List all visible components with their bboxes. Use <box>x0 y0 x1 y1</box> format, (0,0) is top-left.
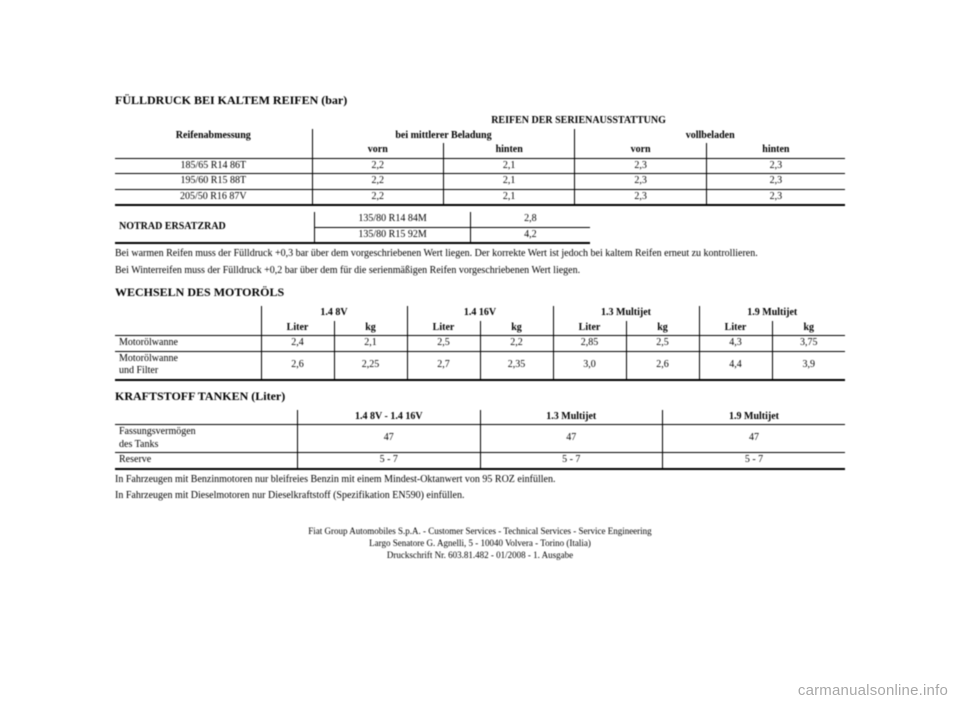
cell: 3,9 <box>772 351 845 380</box>
cell: 2,3 <box>575 174 706 190</box>
cell: 2,6 <box>626 351 699 380</box>
spare-tire-table: NOTRAD ERSATZRAD 135/80 R14 84M 2,8 135/… <box>115 212 590 244</box>
row-label: Fassungsvermögen des Tanks <box>115 425 298 453</box>
cell: 5 - 7 <box>663 453 846 469</box>
cell: 2,2 <box>312 158 443 174</box>
engine-head: 1.4 8V <box>261 306 407 321</box>
col-mid: bei mittlerer Beladung <box>312 129 575 144</box>
cell: 2,85 <box>553 336 626 352</box>
row-label: Motorölwanne <box>115 336 261 352</box>
unit-head: Liter <box>261 321 334 336</box>
footer-line: Largo Senatore G. Agnelli, 5 - 10040 Vol… <box>115 537 845 549</box>
cell: 2,1 <box>443 189 574 205</box>
cell: 5 - 7 <box>480 453 663 469</box>
table-row: 185/65 R14 86T 2,2 2,1 2,3 2,3 <box>115 158 845 174</box>
cell: 2,1 <box>334 336 407 352</box>
cell: 2,2 <box>312 174 443 190</box>
cell: 3,0 <box>553 351 626 380</box>
cell: 195/60 R15 88T <box>115 174 312 190</box>
cell: 4,3 <box>699 336 772 352</box>
col-full: vollbeladen <box>575 129 845 144</box>
unit-head: Liter <box>407 321 480 336</box>
cell: 2,7 <box>407 351 480 380</box>
cell: 4,2 <box>471 227 590 243</box>
section2-title: WECHSELN DES MOTORÖLS <box>115 285 845 300</box>
table-row: Fassungsvermögen des Tanks 47 47 47 <box>115 425 845 453</box>
cell: 135/80 R14 84M <box>314 212 471 227</box>
row-label: Reserve <box>115 453 298 469</box>
unit-head: Liter <box>699 321 772 336</box>
engine-head: 1.9 Multijet <box>699 306 845 321</box>
unit-head: kg <box>772 321 845 336</box>
engine-head: 1.3 Multijet <box>480 410 663 425</box>
section1-title: FÜLLDRUCK BEI KALTEM REIFEN (bar) <box>115 93 845 108</box>
cell: 4,4 <box>699 351 772 380</box>
fuel-table: 1.4 8V - 1.4 16V 1.3 Multijet 1.9 Multij… <box>115 410 845 470</box>
cell: 2,3 <box>706 158 845 174</box>
table-row: 195/60 R15 88T 2,2 2,1 2,3 2,3 <box>115 174 845 190</box>
unit-head: Liter <box>553 321 626 336</box>
note-text: Bei Winterreifen muss der Fülldruck +0,2… <box>115 265 845 278</box>
watermark: carmanualsonline.info <box>798 682 948 699</box>
table-row: Motorölwanne 2,4 2,1 2,5 2,2 2,85 2,5 4,… <box>115 336 845 352</box>
note-text: Bei warmen Reifen muss der Fülldruck +0,… <box>115 248 845 261</box>
footer: Fiat Group Automobiles S.p.A. - Customer… <box>115 525 845 561</box>
note-text: In Fahrzeugen mit Dieselmotoren nur Dies… <box>115 490 845 503</box>
engine-head: 1.3 Multijet <box>553 306 699 321</box>
table-row: Reserve 5 - 7 5 - 7 5 - 7 <box>115 453 845 469</box>
unit-head: kg <box>480 321 553 336</box>
cell: 135/80 R15 92M <box>314 227 471 243</box>
unit-head: kg <box>626 321 699 336</box>
sub-rear-2: hinten <box>706 143 845 158</box>
engine-head: 1.4 8V - 1.4 16V <box>298 410 481 425</box>
table-row: NOTRAD ERSATZRAD 135/80 R14 84M 2,8 <box>115 212 590 227</box>
cell: 3,75 <box>772 336 845 352</box>
cell: 47 <box>480 425 663 453</box>
cell: 2,5 <box>407 336 480 352</box>
cell: 47 <box>298 425 481 453</box>
cell: 2,4 <box>261 336 334 352</box>
spare-label: NOTRAD ERSATZRAD <box>115 212 314 243</box>
row-label: Motorölwanne und Filter <box>115 351 261 380</box>
section3-title: KRAFTSTOFF TANKEN (Liter) <box>115 389 845 404</box>
cell: 2,3 <box>706 174 845 190</box>
cell: 2,8 <box>471 212 590 227</box>
footer-line: Druckschrift Nr. 603.81.482 - 01/2008 - … <box>115 549 845 561</box>
note-text: In Fahrzeugen mit Benzinmotoren nur blei… <box>115 474 845 487</box>
footer-line: Fiat Group Automobiles S.p.A. - Customer… <box>115 525 845 537</box>
cell: 2,6 <box>261 351 334 380</box>
cell: 2,3 <box>575 189 706 205</box>
unit-head: kg <box>334 321 407 336</box>
col-dim: Reifenabmessung <box>115 129 312 144</box>
cell: 2,3 <box>575 158 706 174</box>
cell: 2,2 <box>480 336 553 352</box>
cell: 205/50 R16 87V <box>115 189 312 205</box>
cell: 2,3 <box>706 189 845 205</box>
tire-pressure-table: REIFEN DER SERIENAUSSTATTUNG Reifenabmes… <box>115 114 845 206</box>
superheader: REIFEN DER SERIENAUSSTATTUNG <box>312 114 845 129</box>
cell: 5 - 7 <box>298 453 481 469</box>
sub-front-1: vorn <box>312 143 443 158</box>
sub-front-2: vorn <box>575 143 706 158</box>
cell: 47 <box>663 425 846 453</box>
cell: 2,25 <box>334 351 407 380</box>
table-row: 205/50 R16 87V 2,2 2,1 2,3 2,3 <box>115 189 845 205</box>
engine-head: 1.4 16V <box>407 306 553 321</box>
oil-table: 1.4 8V 1.4 16V 1.3 Multijet 1.9 Multijet… <box>115 306 845 381</box>
table-row: Motorölwanne und Filter 2,6 2,25 2,7 2,3… <box>115 351 845 380</box>
page-content: FÜLLDRUCK BEI KALTEM REIFEN (bar) REIFEN… <box>115 85 845 561</box>
sub-rear-1: hinten <box>443 143 574 158</box>
cell: 2,5 <box>626 336 699 352</box>
cell: 185/65 R14 86T <box>115 158 312 174</box>
cell: 2,1 <box>443 158 574 174</box>
cell: 2,2 <box>312 189 443 205</box>
cell: 2,1 <box>443 174 574 190</box>
engine-head: 1.9 Multijet <box>663 410 846 425</box>
cell: 2,35 <box>480 351 553 380</box>
